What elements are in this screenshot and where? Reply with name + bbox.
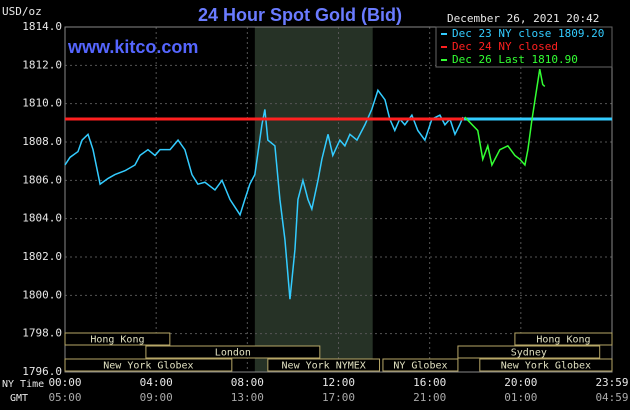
session-label: London [215,348,251,359]
gmt-tick-label: 21:00 [413,391,446,404]
session-bar [514,332,613,346]
y-tick-label: 1810.0 [22,97,62,110]
session-label: NY Globex [393,361,447,372]
y-tick-label: 1804.0 [22,212,62,225]
timestamp: December 26, 2021 20:42 [447,12,599,25]
x-tick-label: 16:00 [413,376,446,389]
unit-label: USD/oz [2,5,42,18]
legend-label: Dec 24 NY closed [452,40,558,53]
session-label: New York Globex [501,361,591,372]
gmt-tick-label: 09:00 [140,391,173,404]
y-tick-label: 1806.0 [22,173,62,186]
session-bar [479,358,613,372]
plot-border [64,26,613,373]
y-tick-label: 1796.0 [22,365,62,378]
watermark: www.kitco.com [67,37,198,57]
gmt-tick-label: 05:00 [48,391,81,404]
gmt-tick-label: 01:00 [504,391,537,404]
x-tick-label: 20:00 [504,376,537,389]
price-line [464,69,546,168]
session-label: Hong Kong [90,335,144,346]
x-tick-label: 12:00 [322,376,355,389]
chart-title: 24 Hour Spot Gold (Bid) [198,5,402,25]
legend-box [435,26,613,68]
y-tick-label: 1798.0 [22,327,62,340]
gmt-tick-label: 13:00 [231,391,264,404]
x-row-label: GMT [10,393,28,404]
session-bar [382,358,459,372]
gmt-tick-label: 17:00 [322,391,355,404]
y-tick-label: 1812.0 [22,58,62,71]
x-tick-label: 04:00 [140,376,173,389]
gmt-tick-label: 04:59 [595,391,628,404]
session-label: New York NYMEX [282,361,366,372]
y-tick-label: 1814.0 [22,20,62,33]
session-bar [64,358,233,372]
session-bar [64,332,171,346]
session-bar [145,345,321,359]
session-label: New York Globex [103,361,193,372]
session-bar [267,358,381,372]
x-tick-label: 08:00 [231,376,264,389]
session-label: Hong Kong [536,335,590,346]
x-tick-label: 23:59 [595,376,628,389]
session-bar [457,345,601,359]
x-row-label: NY Time [2,379,44,390]
y-tick-label: 1800.0 [22,288,62,301]
session-label: Sydney [511,348,547,359]
legend-label: Dec 26 Last 1810.90 [452,53,578,66]
y-tick-label: 1808.0 [22,135,62,148]
y-tick-label: 1802.0 [22,250,62,263]
x-tick-label: 00:00 [48,376,81,389]
legend-label: Dec 23 NY close 1809.20 [452,27,604,40]
